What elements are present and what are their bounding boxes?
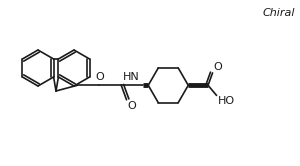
- Text: HO: HO: [218, 96, 235, 106]
- Text: O: O: [95, 72, 103, 82]
- Text: Chiral: Chiral: [262, 8, 295, 18]
- Text: O: O: [214, 62, 222, 72]
- Text: O: O: [128, 101, 136, 111]
- Text: HN: HN: [122, 72, 139, 82]
